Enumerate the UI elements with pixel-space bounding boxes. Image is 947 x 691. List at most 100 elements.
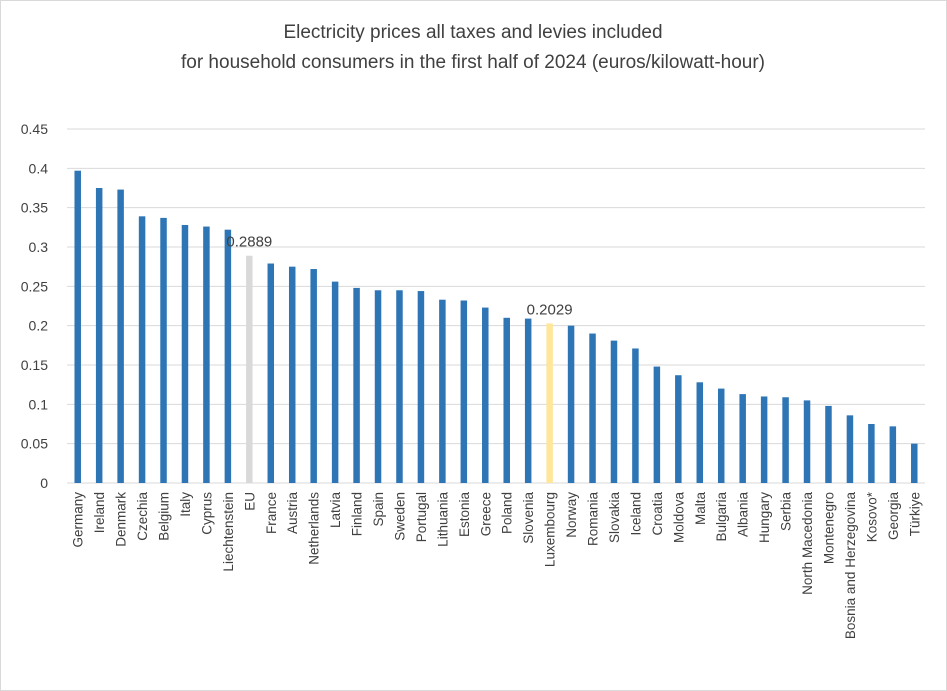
bar-t-rkiye: [911, 443, 918, 483]
x-tick-label: Austria: [285, 492, 300, 535]
bar-montenegro: [825, 405, 832, 483]
data-label-luxembourg: 0.2029: [527, 301, 573, 318]
x-tick-label: Netherlands: [307, 492, 322, 565]
x-tick-label: Italy: [178, 492, 193, 517]
bar-netherlands: [310, 269, 317, 483]
x-tick-label: Romania: [586, 492, 601, 547]
x-tick-label: Denmark: [114, 492, 129, 547]
x-axis-labels: Germany Ireland Denmark Czechia Belgium Italy…: [71, 491, 923, 639]
x-tick-label: Poland: [500, 492, 515, 534]
y-axis-ticks: 0 0.05 0.1 0.15 0.2 0.25 0.3 0.35 0.4 0.45: [21, 121, 48, 491]
x-tick-label: Cyprus: [199, 492, 214, 535]
x-tick-label: France: [264, 492, 279, 534]
bar-ireland: [95, 188, 103, 483]
bar-bosnia-and-herzegovina: [846, 415, 854, 483]
bar-italy: [181, 224, 189, 483]
y-tick-label: 0.05: [21, 436, 48, 452]
bar-latvia: [331, 281, 339, 483]
bar-albania: [739, 394, 746, 483]
bar-estonia: [460, 300, 468, 483]
gridlines: [67, 128, 925, 484]
x-tick-label: Liechtenstein: [221, 492, 236, 572]
bar-germany: [74, 170, 81, 483]
bar-portugal: [417, 291, 425, 483]
bar-denmark: [117, 189, 124, 483]
bar-poland: [503, 317, 510, 483]
bar-cyprus: [203, 226, 210, 483]
bar-serbia: [782, 397, 789, 483]
bar-finland: [353, 287, 360, 483]
bar-lithuania: [439, 299, 446, 483]
bar-georgia: [889, 426, 897, 483]
x-tick-label: Türkiye: [907, 492, 922, 536]
y-tick-label: 0.2: [29, 318, 49, 334]
data-labels: 0.2889 0.2029: [226, 234, 572, 319]
bar-slovakia: [610, 340, 618, 483]
x-tick-label: Albania: [736, 492, 751, 538]
y-tick-label: 0.45: [21, 121, 48, 137]
bar-belgium: [160, 217, 167, 484]
x-tick-label: Portugal: [414, 492, 429, 542]
bar-kosovo: [868, 424, 875, 483]
chart-title: Electricity prices all taxes and levies …: [283, 22, 662, 43]
x-tick-label: Spain: [371, 492, 386, 527]
y-tick-label: 0.35: [21, 200, 48, 216]
bar-greece: [482, 307, 489, 483]
x-tick-label: Slovakia: [607, 492, 622, 544]
x-tick-label: Norway: [564, 492, 579, 538]
x-tick-label: Iceland: [628, 492, 643, 536]
bar-iceland: [632, 348, 639, 483]
bar-norway: [567, 325, 575, 483]
x-tick-label: Serbia: [779, 492, 794, 532]
x-tick-label: Estonia: [457, 492, 472, 538]
y-tick-label: 0.3: [29, 239, 49, 255]
x-tick-label: Hungary: [757, 492, 772, 543]
x-tick-label: Latvia: [328, 492, 343, 529]
x-tick-label: Malta: [693, 492, 708, 526]
bar-slovenia: [524, 318, 532, 483]
x-tick-label: Montenegro: [821, 492, 836, 564]
bar-liechtenstein: [224, 229, 232, 483]
x-tick-label: Moldova: [671, 492, 686, 544]
x-tick-label: Lithuania: [435, 492, 450, 547]
bar-romania: [589, 333, 596, 483]
x-tick-label: Finland: [350, 492, 365, 536]
y-tick-label: 0: [40, 475, 48, 491]
bar-north-macedonia: [803, 400, 811, 483]
bar-austria: [288, 266, 296, 483]
x-tick-label: Czechia: [135, 492, 150, 541]
x-tick-label: Bosnia and Herzegovina: [843, 492, 858, 640]
x-tick-label: North Macedonia: [800, 492, 815, 595]
bar-czechia: [138, 216, 146, 483]
x-tick-label: Kosovo*: [864, 491, 879, 542]
y-tick-label: 0.25: [21, 278, 48, 294]
bar-malta: [696, 382, 704, 483]
bar-luxembourg: [546, 323, 553, 483]
x-tick-label: Georgia: [886, 492, 901, 541]
bar-moldova: [675, 375, 682, 483]
x-tick-label: Slovenia: [521, 492, 536, 544]
x-tick-label: Germany: [71, 492, 86, 548]
bars: [74, 170, 918, 484]
data-label-eu: 0.2889: [226, 234, 272, 251]
x-tick-label: Ireland: [92, 492, 107, 533]
y-tick-label: 0.15: [21, 357, 48, 373]
x-tick-label: Croatia: [650, 492, 665, 536]
bar-hungary: [760, 396, 768, 483]
bar-bulgaria: [717, 388, 725, 483]
x-tick-label: Sweden: [392, 492, 407, 541]
x-tick-label: Greece: [478, 492, 493, 536]
chart-subtitle: for household consumers in the first hal…: [181, 52, 765, 73]
x-tick-label: EU: [242, 492, 257, 511]
bar-eu: [246, 255, 253, 483]
bar-france: [267, 263, 275, 483]
x-tick-label: Bulgaria: [714, 492, 729, 542]
x-tick-label: Belgium: [157, 492, 172, 541]
bar-croatia: [653, 366, 661, 483]
bar-spain: [374, 290, 382, 483]
y-tick-label: 0.1: [29, 396, 49, 412]
y-tick-label: 0.4: [29, 160, 49, 176]
x-tick-label: Luxembourg: [543, 492, 558, 567]
